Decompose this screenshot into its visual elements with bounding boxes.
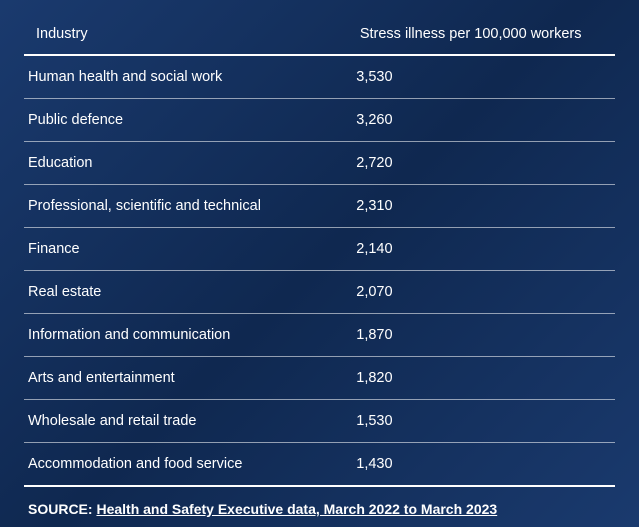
stress-illness-table: Industry Stress illness per 100,000 work… bbox=[24, 18, 615, 487]
source-link[interactable]: Health and Safety Executive data, March … bbox=[96, 501, 497, 517]
cell-value: 3,260 bbox=[344, 112, 603, 128]
cell-value: 2,140 bbox=[344, 241, 603, 257]
source-label: SOURCE: bbox=[28, 501, 93, 517]
table-row: Public defence3,260 bbox=[24, 99, 615, 142]
table-row: Wholesale and retail trade1,530 bbox=[24, 400, 615, 443]
cell-industry: Arts and entertainment bbox=[28, 370, 344, 386]
table-row: Accommodation and food service1,430 bbox=[24, 443, 615, 487]
table-header: Industry Stress illness per 100,000 work… bbox=[24, 18, 615, 56]
cell-value: 1,530 bbox=[344, 413, 603, 429]
cell-industry: Wholesale and retail trade bbox=[28, 413, 344, 429]
table-row: Information and communication1,870 bbox=[24, 314, 615, 357]
table-row: Education2,720 bbox=[24, 142, 615, 185]
cell-value: 1,870 bbox=[344, 327, 603, 343]
cell-value: 1,820 bbox=[344, 370, 603, 386]
cell-industry: Information and communication bbox=[28, 327, 344, 343]
cell-industry: Education bbox=[28, 155, 344, 171]
table-row: Professional, scientific and technical2,… bbox=[24, 185, 615, 228]
cell-industry: Human health and social work bbox=[28, 69, 344, 85]
table-row: Finance2,140 bbox=[24, 228, 615, 271]
cell-value: 2,720 bbox=[344, 155, 603, 171]
cell-value: 2,310 bbox=[344, 198, 603, 214]
table-row: Human health and social work3,530 bbox=[24, 56, 615, 99]
col-header-industry: Industry bbox=[36, 26, 348, 42]
cell-value: 1,430 bbox=[344, 456, 603, 472]
cell-industry: Finance bbox=[28, 241, 344, 257]
cell-industry: Professional, scientific and technical bbox=[28, 198, 344, 214]
cell-value: 3,530 bbox=[344, 69, 603, 85]
cell-value: 2,070 bbox=[344, 284, 603, 300]
table-row: Real estate2,070 bbox=[24, 271, 615, 314]
table-row: Arts and entertainment1,820 bbox=[24, 357, 615, 400]
cell-industry: Public defence bbox=[28, 112, 344, 128]
cell-industry: Accommodation and food service bbox=[28, 456, 344, 472]
source-line: SOURCE: Health and Safety Executive data… bbox=[24, 501, 615, 517]
col-header-value: Stress illness per 100,000 workers bbox=[348, 26, 603, 42]
cell-industry: Real estate bbox=[28, 284, 344, 300]
table-body: Human health and social work3,530Public … bbox=[24, 56, 615, 487]
